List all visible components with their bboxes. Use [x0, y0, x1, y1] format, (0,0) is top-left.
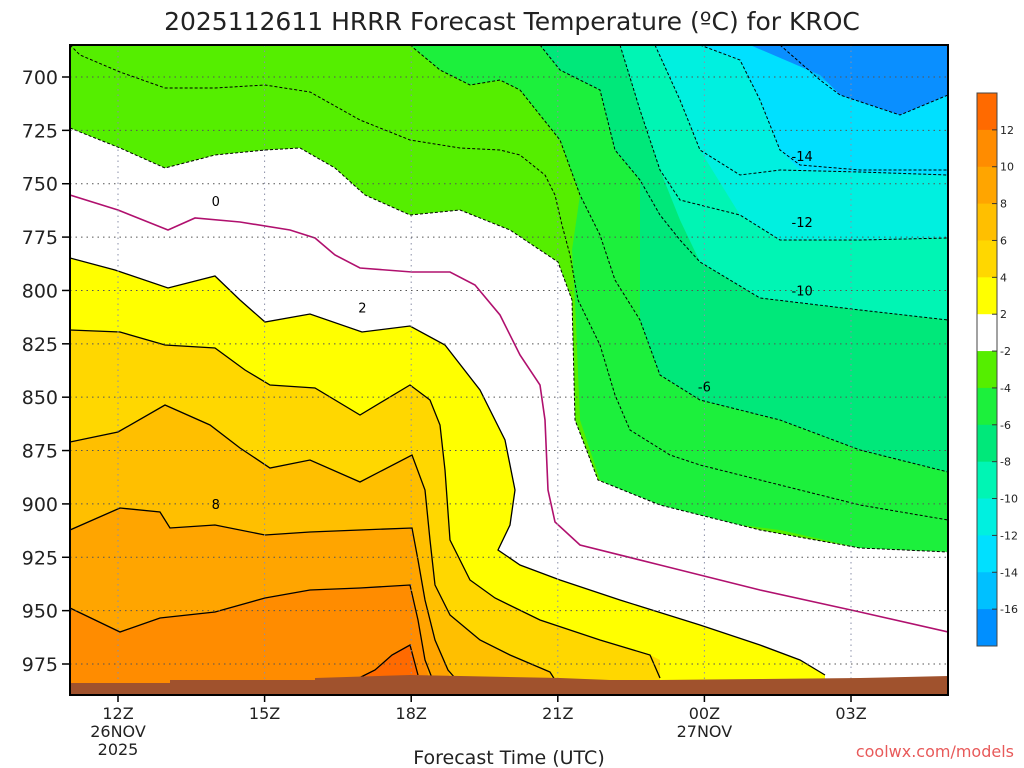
contour-label: -6 [698, 381, 711, 396]
y-tick-label: 950 [22, 601, 58, 623]
x-tick-label: 15Z [249, 704, 280, 723]
y-tick-label: 850 [22, 387, 58, 409]
colorbar-label: -4 [1000, 382, 1011, 395]
x-tick-sublabel: 27NOV [677, 722, 733, 741]
y-tick-label: 875 [22, 441, 58, 463]
colorbar-swatch [977, 424, 997, 463]
y-tick-label: 700 [22, 67, 58, 89]
colorbar-swatch [977, 93, 997, 131]
colorbar-swatch [977, 535, 997, 573]
contour-minus16 [750, 45, 948, 116]
contour-minus14 [699, 45, 948, 171]
colorbar-label: 8 [1000, 198, 1007, 211]
colorbar-swatch [977, 277, 997, 315]
contour-minus4 [70, 45, 948, 521]
colorbar-label: -6 [1000, 419, 1011, 432]
contour-label: 2 [358, 302, 366, 317]
colorbar-label: -16 [1000, 603, 1018, 616]
ground [70, 675, 948, 695]
colorbar-swatch [977, 240, 997, 278]
y-axis: 700 725 750 775 800 825 850 875 900 925 950 975 [22, 67, 70, 676]
y-tick-label: 925 [22, 547, 58, 569]
contour-label: 8 [212, 498, 220, 513]
x-tick-label: 12Z [102, 704, 133, 723]
contour-label: -14 [792, 150, 813, 165]
colorbar-swatch [977, 387, 997, 426]
x-tick-label: 18Z [396, 704, 427, 723]
colorbar-swatch [977, 351, 997, 389]
colorbar-label: 10 [1000, 161, 1014, 174]
y-tick-label: 775 [22, 227, 58, 249]
y-tick-label: 975 [22, 654, 58, 676]
colorbar-frame [976, 92, 998, 647]
contour-minus12 [654, 45, 948, 176]
colorbar-label: -14 [1000, 566, 1018, 579]
colorbar: 12 10 8 6 4 2 -2 -4 -6 -8 -10 -12 -14 -16 [976, 92, 1018, 647]
contour-labels: 0 2 8 -6 -10 -12 -14 [212, 150, 813, 513]
contour-12 [354, 644, 419, 681]
colorbar-swatch [977, 572, 997, 610]
plot-frame [69, 44, 949, 696]
contour-minus8 [539, 45, 948, 321]
colorbar-swatch [977, 609, 997, 647]
colorbar-label: -10 [1000, 493, 1018, 506]
colorbar-swatch [977, 314, 997, 352]
v-gridlines [117, 45, 852, 695]
contour-4 [70, 329, 661, 679]
y-tick-label: 800 [22, 280, 58, 302]
credit-text: coolwx.com/models [856, 742, 1014, 761]
y-tick-label: 725 [22, 120, 58, 142]
colorbar-swatch [977, 203, 997, 241]
colorbar-swatch [977, 461, 997, 500]
contour-8 [70, 507, 456, 679]
x-tick-sublabel: 26NOV [90, 722, 146, 741]
colorbar-label: 4 [1000, 271, 1007, 284]
contour-2 [70, 257, 826, 676]
colorbar-label: 12 [1000, 124, 1014, 137]
contour-6 [70, 404, 556, 681]
plot-area [70, 45, 948, 695]
contour-minus2 [70, 127, 948, 553]
x-tick-label: 03Z [835, 704, 866, 723]
colorbar-label: -8 [1000, 456, 1011, 469]
y-tick-label: 750 [22, 174, 58, 196]
colorbar-label: 2 [1000, 308, 1007, 321]
positive-contours [70, 257, 826, 681]
colorbar-swatch [977, 129, 997, 168]
colorbar-label: -2 [1000, 345, 1011, 358]
contour-10 [70, 584, 433, 679]
h-gridlines [70, 76, 948, 665]
contour-0 [70, 194, 948, 633]
x-axis-title: Forecast Time (UTC) [413, 747, 604, 768]
x-tick-label: 21Z [542, 704, 573, 723]
y-tick-label: 900 [22, 494, 58, 516]
band-10-12 [70, 585, 432, 695]
colorbar-label: 6 [1000, 234, 1007, 247]
colorbar-swatch [977, 498, 997, 536]
colorbar-label: -12 [1000, 529, 1018, 542]
chart-title: 2025112611 HRRR Forecast Temperature (ºC… [164, 7, 860, 36]
y-tick-label: 825 [22, 334, 58, 356]
negative-contours [70, 45, 948, 553]
contour-label: 0 [212, 195, 220, 210]
contour-label: -12 [792, 216, 813, 231]
contour-minus10 [619, 45, 948, 241]
x-tick-label: 00Z [689, 704, 720, 723]
x-tick-sublabel: 2025 [98, 740, 139, 759]
colorbar-swatch [977, 166, 997, 205]
contour-minus6 [409, 45, 948, 473]
contour-label: -10 [792, 284, 813, 299]
